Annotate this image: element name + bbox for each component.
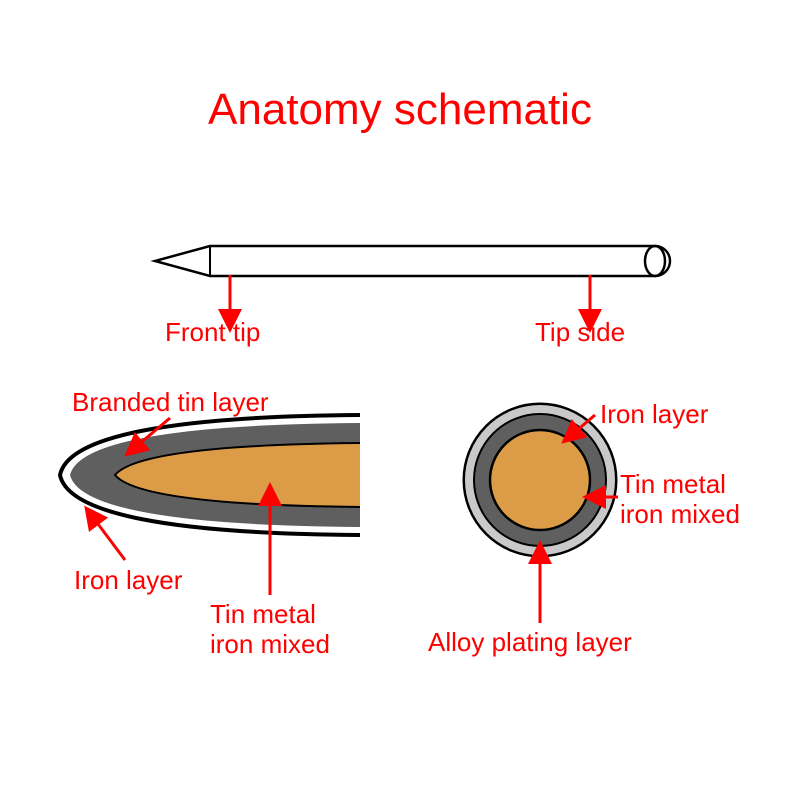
label-iron-layer-right: Iron layer <box>600 400 708 430</box>
label-iron-layer-left: Iron layer <box>74 566 182 596</box>
tip-cross-section <box>60 415 360 535</box>
label-alloy-plating: Alloy plating layer <box>428 628 632 658</box>
rod-outline <box>155 246 670 276</box>
label-tin-mixed-left: Tin metal iron mixed <box>210 600 330 660</box>
label-front-tip: Front tip <box>165 318 260 348</box>
side-cross-section <box>465 405 615 555</box>
label-tip-side: Tip side <box>535 318 625 348</box>
label-tin-mixed-right: Tin metal iron mixed <box>620 470 740 530</box>
label-branded-tin: Branded tin layer <box>72 388 269 418</box>
